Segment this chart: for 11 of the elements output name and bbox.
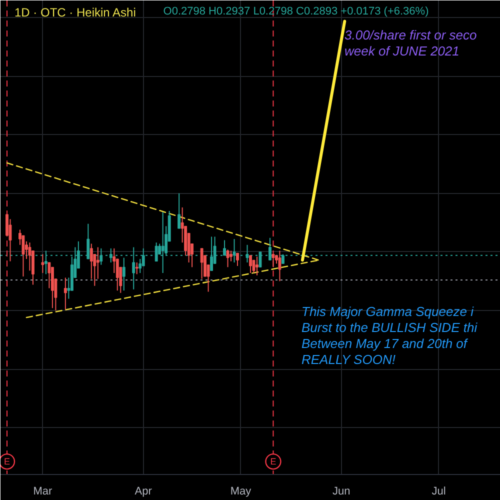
ref-line-label: E bbox=[270, 456, 276, 467]
x-tick-label: May bbox=[230, 486, 252, 498]
ref-line-label: E bbox=[4, 456, 10, 467]
x-tick-label: Jun bbox=[332, 486, 350, 498]
text: 3.00/share first or seco week of JUNE 2021 bbox=[344, 27, 477, 58]
x-tick-label: Jul bbox=[432, 486, 446, 498]
x-tick-label: Mar bbox=[33, 486, 53, 498]
annotation: This Major Gamma Squeeze i Burst to the BULLISH SIDE thi Between May 17 and 20th of REALLY SOON! bbox=[302, 304, 478, 368]
chart-title: 1D · OTC · Heikin Ashi bbox=[14, 5, 136, 20]
x-tick-label: Apr bbox=[134, 486, 152, 498]
chart-subtitle: O0.2798 H0.2937 L0.2798 C0.2893 +0.0173 (+6.36%) bbox=[163, 5, 429, 18]
